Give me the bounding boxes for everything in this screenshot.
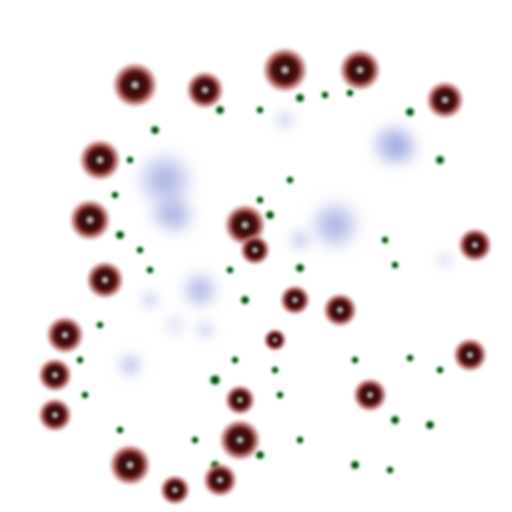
red-ring-cell	[218, 418, 262, 462]
red-ring-cell	[322, 292, 358, 328]
red-ring-cell	[261, 46, 309, 94]
blue-ring	[152, 207, 168, 223]
green-dot	[208, 373, 222, 387]
red-ring-cell	[452, 337, 488, 373]
green-dot	[225, 265, 235, 275]
green-dot	[294, 92, 306, 104]
green-dot	[214, 104, 226, 116]
red-ring-cell	[68, 198, 112, 242]
red-ring-cell	[37, 357, 73, 393]
red-ring-cell	[239, 234, 271, 266]
red-ring-cell	[85, 260, 125, 300]
green-dot	[239, 294, 251, 306]
green-dot	[270, 365, 280, 375]
green-dot	[255, 195, 265, 205]
green-dot	[349, 459, 361, 471]
blue-cloud	[116, 351, 144, 379]
red-ring-cell	[108, 443, 152, 487]
green-dot	[295, 435, 305, 445]
green-dot	[405, 353, 415, 363]
green-dot	[80, 390, 90, 400]
blue-cloud	[195, 320, 215, 340]
red-ring-cell	[202, 462, 238, 498]
red-ring-cell	[185, 70, 225, 110]
green-dot	[264, 209, 276, 221]
green-dot	[230, 355, 240, 365]
red-ring-cell	[111, 61, 159, 109]
green-dot	[114, 229, 126, 241]
green-dot	[404, 106, 416, 118]
blue-cloud	[178, 268, 222, 312]
green-dot	[95, 320, 105, 330]
blue-cloud	[140, 290, 160, 310]
green-dot	[125, 155, 135, 165]
red-ring-cell	[352, 377, 388, 413]
green-dot	[190, 435, 200, 445]
blue-ring	[395, 140, 415, 160]
red-ring-cell	[457, 227, 493, 263]
green-dot	[75, 355, 85, 365]
red-channel-layer	[37, 46, 493, 506]
red-ring-cell	[338, 48, 382, 92]
green-dot	[320, 90, 330, 100]
blue-cloud	[151, 191, 199, 239]
green-channel-layer	[75, 88, 446, 475]
blue-ring	[168, 318, 182, 332]
green-dot	[294, 262, 306, 274]
green-dot	[145, 265, 155, 275]
green-dot	[435, 365, 445, 375]
red-ring-cell	[425, 80, 465, 120]
green-dot	[350, 355, 360, 365]
green-dot	[380, 235, 390, 245]
red-ring-cell	[159, 474, 191, 506]
green-dot	[275, 390, 285, 400]
green-dot	[385, 465, 395, 475]
red-ring-cell	[224, 384, 256, 416]
red-ring-cell	[263, 328, 287, 352]
blue-channel-layer	[116, 110, 453, 379]
green-dot	[389, 414, 401, 426]
blue-cloud	[305, 195, 365, 255]
green-dot	[285, 175, 295, 185]
red-ring-cell	[37, 397, 73, 433]
green-dot	[390, 260, 400, 270]
green-dot	[255, 105, 265, 115]
green-dot	[424, 419, 436, 431]
red-ring-cell	[45, 315, 85, 355]
blue-cloud	[288, 228, 312, 252]
red-ring-cell	[279, 284, 311, 316]
red-ring-cell	[78, 138, 122, 182]
blue-cloud	[275, 110, 295, 130]
green-dot	[434, 154, 446, 166]
green-dot	[149, 124, 161, 136]
blue-ring	[377, 132, 403, 158]
blue-cloud	[437, 252, 453, 268]
green-dot	[110, 190, 120, 200]
green-dot	[135, 245, 145, 255]
green-dot	[115, 425, 125, 435]
